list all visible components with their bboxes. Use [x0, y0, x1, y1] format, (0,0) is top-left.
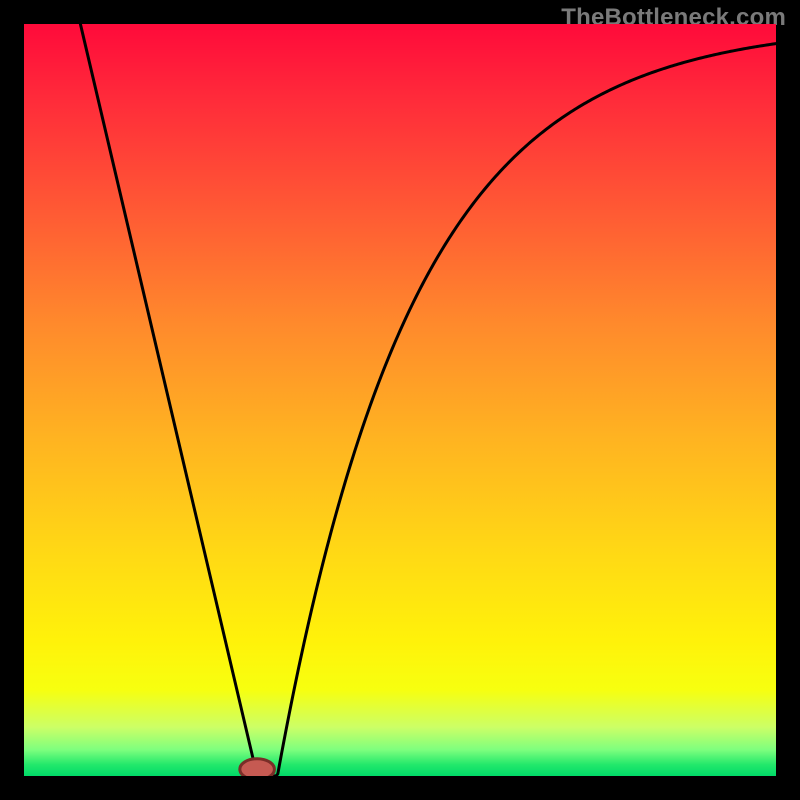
- minimum-marker: [240, 759, 275, 776]
- gradient-background: [24, 24, 776, 776]
- chart-frame: TheBottleneck.com: [0, 0, 800, 800]
- plot-svg: [24, 24, 776, 776]
- plot-area: [24, 24, 776, 776]
